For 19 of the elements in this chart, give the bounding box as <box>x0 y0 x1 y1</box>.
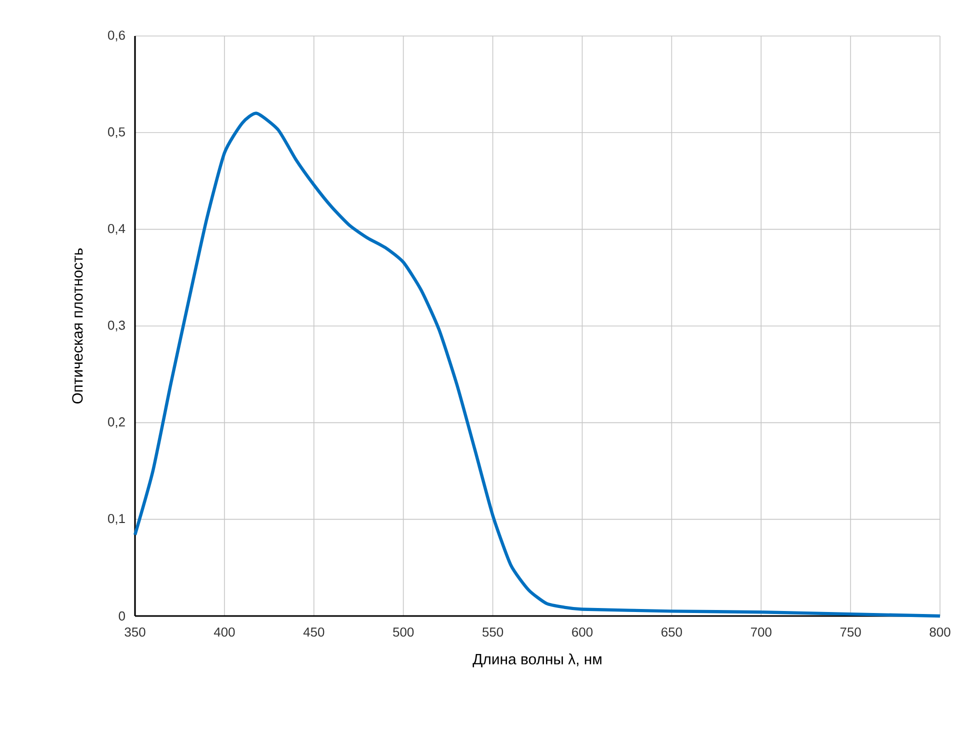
y-tick-label: 0,4 <box>108 224 126 235</box>
x-tick-label: 800 <box>930 627 950 637</box>
x-tick-label: 450 <box>303 627 324 637</box>
y-tick-label: 0,3 <box>108 320 125 332</box>
x-tick-label: 550 <box>482 627 504 637</box>
x-tick-label: 750 <box>840 627 861 637</box>
x-tick-label: 350 <box>124 627 146 637</box>
y-axis-title: Оптическая плотность <box>72 248 83 404</box>
x-tick-label: 600 <box>572 627 593 637</box>
y-tick-label: 0,1 <box>108 514 125 525</box>
y-tick-label: 0,6 <box>108 30 125 42</box>
y-tick-label: 0 <box>118 611 126 621</box>
x-tick-label: 400 <box>214 627 235 637</box>
x-tick-label: 500 <box>393 627 414 637</box>
x-axis-title: Длина волны λ, нм <box>472 653 602 668</box>
y-tick-label: 0,2 <box>108 417 125 428</box>
y-tick-label: 0,5 <box>108 127 125 138</box>
x-tick-label: 650 <box>662 627 682 637</box>
x-tick-label: 700 <box>750 627 772 637</box>
